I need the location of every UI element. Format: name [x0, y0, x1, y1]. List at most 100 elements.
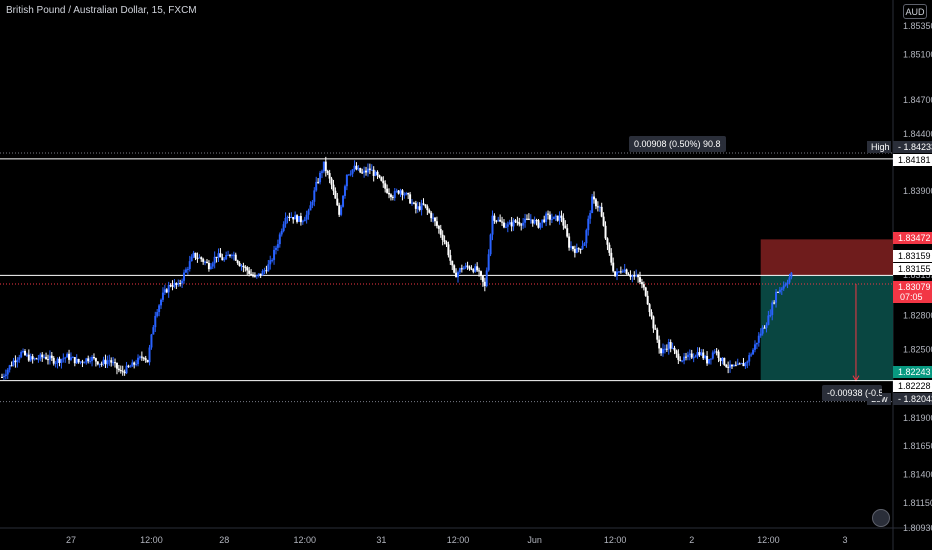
candle-body	[430, 212, 433, 219]
candle-body	[14, 360, 17, 363]
candle-body	[215, 256, 218, 258]
candle-body	[608, 244, 611, 253]
candle-body	[677, 353, 680, 360]
candle-body	[552, 216, 555, 220]
price-tick-label: 1.84700	[903, 95, 932, 105]
candle-body	[723, 357, 726, 365]
chart-title: British Pound / Australian Dollar, 15, F…	[6, 5, 197, 16]
candle-body	[547, 213, 550, 215]
candle-body	[491, 215, 494, 235]
candle-body	[453, 265, 456, 273]
candle-body	[591, 196, 594, 214]
candle-body	[702, 352, 705, 359]
candle-body	[715, 351, 718, 353]
candle-body	[399, 190, 402, 194]
candle-body	[662, 348, 665, 354]
candle-body	[202, 259, 205, 262]
candle-body	[435, 221, 438, 226]
price-tag-box	[893, 232, 932, 244]
candle-body	[757, 335, 760, 343]
candle-body	[56, 358, 59, 364]
candle-body	[22, 350, 25, 352]
stop-loss-zone	[760, 239, 893, 276]
candle-body	[150, 334, 153, 348]
candle-body	[79, 361, 82, 363]
candle-body	[487, 254, 490, 271]
candle-body	[545, 213, 548, 222]
candle-body	[389, 194, 392, 197]
candle-body	[539, 222, 542, 228]
price-tag-box	[893, 263, 932, 275]
candle-body	[535, 220, 538, 222]
candle-body	[123, 371, 126, 374]
time-tick-label: 12:00	[293, 535, 316, 545]
price-tag-value: 1.82243	[898, 367, 931, 377]
candle-body	[227, 254, 230, 256]
candle-body	[89, 361, 92, 363]
candle-body	[750, 354, 753, 356]
candle-body	[374, 171, 377, 176]
candle-body	[769, 314, 772, 316]
candle-body	[125, 365, 128, 374]
candle-body	[506, 224, 509, 227]
price-tag-value: 1.83155	[898, 264, 931, 274]
candle-body	[548, 214, 551, 220]
candle-body	[734, 365, 737, 367]
candle-body	[617, 271, 620, 273]
price-tick-label: 1.81150	[903, 498, 932, 508]
candle-body	[376, 171, 379, 176]
candle-body	[562, 217, 565, 226]
candle-body	[501, 221, 504, 223]
candle-body	[629, 275, 632, 277]
candle-body	[347, 174, 350, 176]
candle-body	[368, 168, 371, 170]
candle-body	[165, 289, 168, 293]
candle-body	[730, 364, 733, 367]
candle-body	[573, 249, 576, 253]
candle-body	[416, 206, 419, 209]
candle-body	[529, 219, 532, 221]
candle-body	[694, 356, 697, 358]
candle-body	[464, 265, 467, 268]
candle-body	[10, 365, 13, 367]
candle-body	[173, 283, 176, 287]
candle-body	[556, 215, 559, 221]
candle-body	[468, 266, 471, 269]
candle-body	[684, 356, 687, 358]
time-tick-label: 31	[376, 535, 386, 545]
candle-body	[707, 359, 710, 364]
candle-body	[234, 254, 237, 261]
candle-body	[654, 328, 657, 330]
candle-body	[186, 268, 189, 270]
candle-body	[370, 169, 373, 171]
candle-body	[633, 275, 636, 277]
candle-body	[732, 365, 735, 367]
candle-body	[319, 172, 322, 183]
currency-badge[interactable]: AUD	[903, 4, 927, 19]
candle-body	[738, 363, 741, 365]
candle-body	[181, 280, 184, 284]
price-tick-label: 1.81400	[903, 470, 932, 480]
candle-body	[411, 202, 414, 204]
candle-body	[83, 362, 86, 364]
candle-body	[614, 271, 617, 277]
candle-body	[48, 355, 51, 360]
candle-body	[267, 264, 270, 272]
candle-body	[58, 358, 61, 363]
candle-body	[363, 170, 366, 173]
candle-body	[135, 364, 138, 366]
candle-body	[635, 275, 638, 277]
candle-body	[560, 215, 563, 218]
candle-body	[675, 350, 678, 354]
candle-body	[108, 360, 111, 362]
price-tick-label: 1.82800	[903, 311, 932, 321]
candle-body	[669, 342, 672, 349]
take-profit-zone	[760, 275, 893, 381]
candle-body	[589, 213, 592, 219]
candle-body	[683, 356, 686, 361]
tradingview-logo-icon[interactable]	[872, 509, 890, 527]
candle-body	[232, 254, 235, 256]
candle-body	[713, 351, 716, 353]
candle-body	[282, 224, 285, 232]
